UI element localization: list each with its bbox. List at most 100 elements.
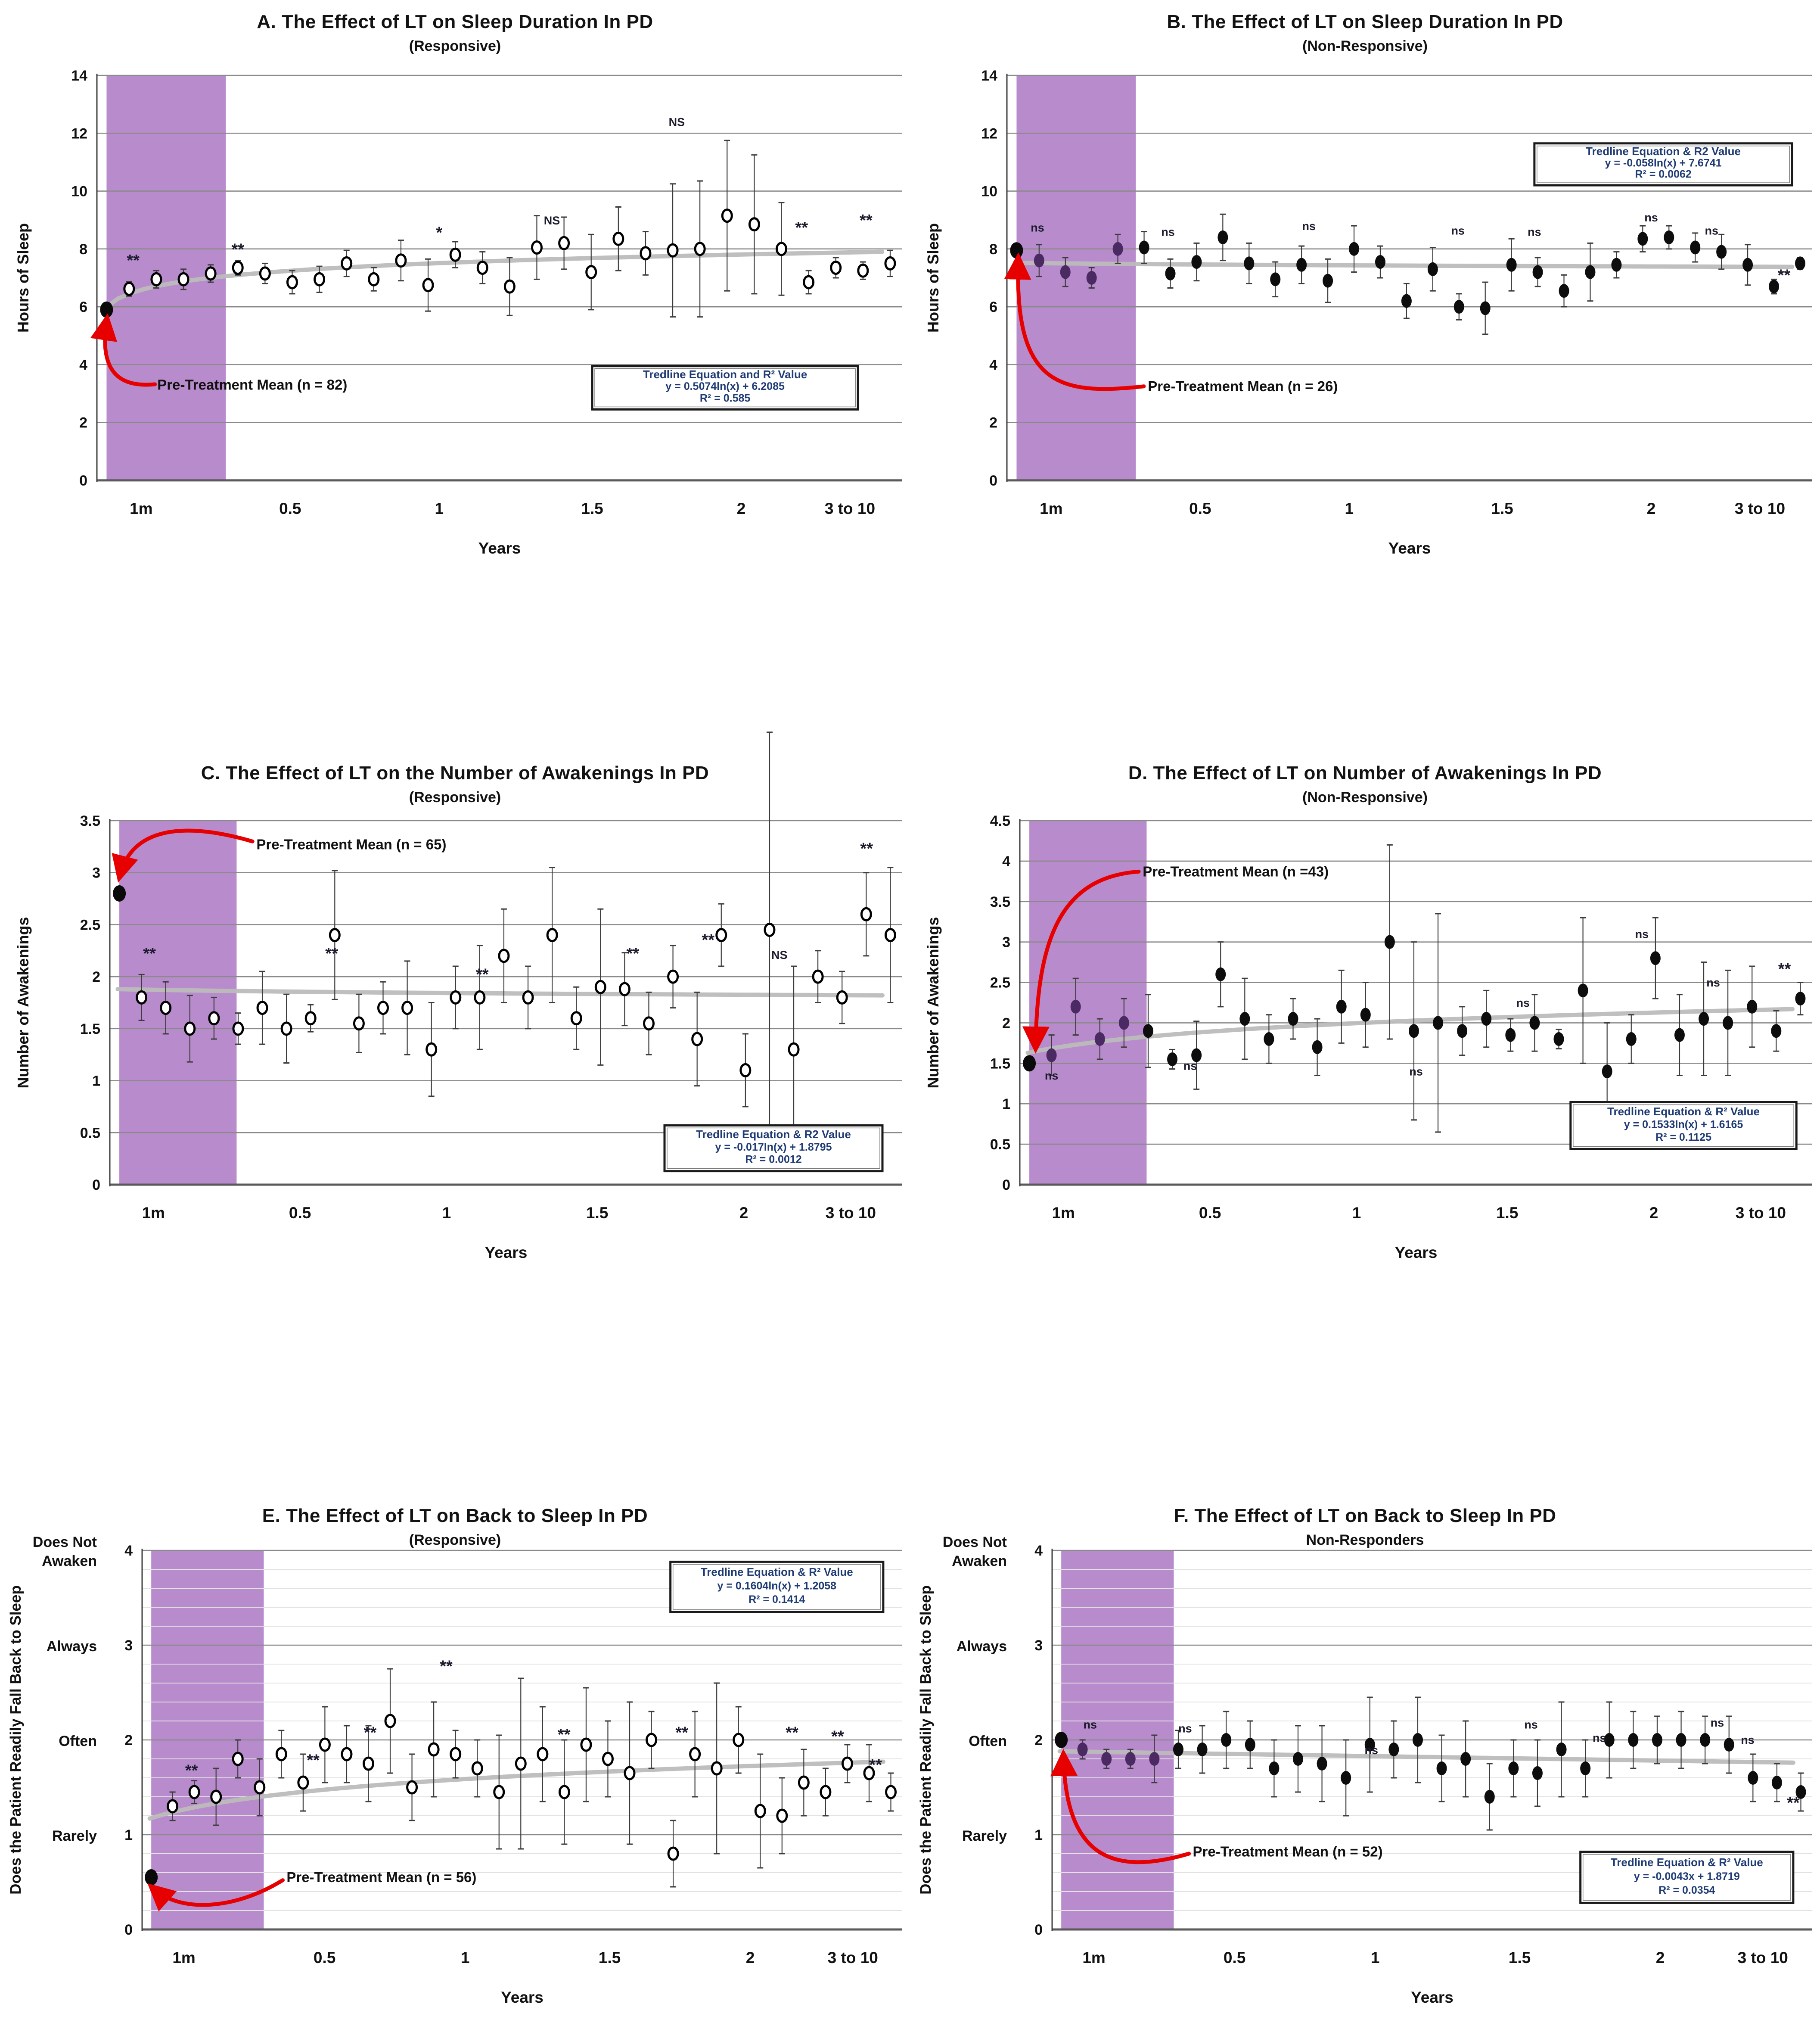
svg-text:ns: ns (1302, 220, 1316, 233)
svg-text:R² = 0.0354: R² = 0.0354 (1658, 1884, 1715, 1896)
svg-text:**: ** (786, 1724, 798, 1742)
svg-text:Rarely: Rarely (962, 1828, 1007, 1844)
svg-text:4: 4 (124, 1543, 133, 1559)
svg-text:2: 2 (1002, 1015, 1010, 1031)
svg-text:ns: ns (1183, 1059, 1197, 1072)
svg-text:**: ** (702, 931, 714, 949)
svg-text:2: 2 (746, 1949, 755, 1967)
svg-text:1.5: 1.5 (990, 1055, 1010, 1072)
svg-text:4: 4 (79, 357, 87, 373)
svg-text:ns: ns (1161, 226, 1175, 239)
panel-c-title: C. The Effect of LT on the Number of Awa… (201, 762, 709, 784)
svg-text:3 to 10: 3 to 10 (1735, 500, 1785, 517)
svg-text:ns: ns (1083, 1718, 1097, 1731)
svg-text:1.5: 1.5 (1496, 1204, 1518, 1222)
svg-text:3.5: 3.5 (990, 894, 1010, 910)
svg-text:R² = 0.585: R² = 0.585 (700, 392, 751, 404)
svg-text:2: 2 (739, 1204, 748, 1222)
svg-text:4: 4 (1034, 1543, 1043, 1559)
svg-text:0.5: 0.5 (279, 500, 301, 517)
svg-text:6: 6 (989, 299, 997, 315)
svg-text:6: 6 (79, 299, 87, 315)
svg-text:**: ** (831, 1727, 844, 1746)
svg-text:10: 10 (71, 184, 87, 200)
panel-a-title: A. The Effect of LT on Sleep Duration In… (257, 11, 653, 32)
svg-text:3.5: 3.5 (80, 813, 100, 829)
svg-text:0: 0 (1002, 1177, 1010, 1193)
svg-text:2: 2 (737, 500, 746, 517)
svg-text:3: 3 (92, 865, 100, 881)
svg-text:Pre-Treatment Mean (n = 82): Pre-Treatment Mean (n = 82) (157, 377, 347, 392)
svg-text:8: 8 (989, 241, 997, 258)
svg-text:Years: Years (1395, 1244, 1438, 1261)
svg-text:Always: Always (957, 1638, 1007, 1655)
svg-text:1.5: 1.5 (586, 1204, 608, 1222)
svg-text:4.5: 4.5 (990, 813, 1010, 829)
panel-d-subtitle: (Non-Responsive) (1302, 789, 1428, 806)
svg-text:1.5: 1.5 (1491, 500, 1513, 517)
svg-text:Tredline Equation & R² Value: Tredline Equation & R² Value (701, 1565, 853, 1578)
svg-text:**: ** (143, 945, 156, 963)
svg-text:Awaken: Awaken (42, 1553, 97, 1569)
svg-text:3 to 10: 3 to 10 (1736, 1204, 1786, 1222)
svg-text:2: 2 (1647, 500, 1656, 517)
svg-text:ns: ns (1593, 1731, 1606, 1744)
svg-text:0: 0 (1034, 1922, 1043, 1938)
svg-text:2: 2 (1034, 1732, 1043, 1749)
svg-text:**: ** (627, 945, 640, 963)
svg-text:R² = 0.1414: R² = 0.1414 (748, 1593, 805, 1606)
svg-text:NS: NS (669, 116, 685, 129)
panel-b: B. The Effect of LT on Sleep Duration In… (910, 0, 1820, 677)
panel-c-subtitle: (Responsive) (409, 789, 501, 806)
svg-text:1m: 1m (130, 500, 152, 517)
svg-text:Pre-Treatment Mean (n =43): Pre-Treatment Mean (n =43) (1143, 863, 1329, 879)
svg-text:Tredline Equation & R² Value: Tredline Equation & R² Value (1607, 1105, 1760, 1118)
svg-text:1.5: 1.5 (581, 500, 603, 517)
svg-text:Pre-Treatment Mean (n = 26): Pre-Treatment Mean (n = 26) (1148, 378, 1338, 394)
panel-f-subtitle: Non-Responders (1306, 1532, 1424, 1548)
svg-text:**: ** (127, 252, 140, 270)
svg-text:1: 1 (1345, 500, 1354, 517)
svg-text:0: 0 (124, 1922, 133, 1938)
svg-text:Tredline Equation & R2 Value: Tredline Equation & R2 Value (696, 1128, 851, 1141)
svg-text:1m: 1m (142, 1204, 165, 1222)
svg-text:ns: ns (1524, 1718, 1538, 1731)
svg-text:Often: Often (59, 1733, 97, 1749)
svg-text:8: 8 (79, 241, 87, 258)
svg-text:3: 3 (1034, 1637, 1043, 1654)
svg-text:0.5: 0.5 (1199, 1204, 1221, 1222)
svg-text:Number of Awakenings: Number of Awakenings (924, 917, 942, 1088)
panel-d-title: D. The Effect of LT on Number of Awakeni… (1128, 762, 1602, 784)
svg-text:0: 0 (92, 1177, 100, 1193)
svg-text:ns: ns (1409, 1065, 1423, 1078)
svg-text:**: ** (231, 240, 244, 258)
svg-text:3: 3 (124, 1637, 133, 1654)
svg-text:R² = 0.1125: R² = 0.1125 (1655, 1131, 1711, 1143)
svg-text:0.5: 0.5 (1189, 500, 1211, 517)
svg-text:Tredline Equation & R² Value: Tredline Equation & R² Value (1611, 1856, 1763, 1869)
svg-text:4: 4 (989, 357, 997, 373)
svg-text:10: 10 (981, 184, 997, 200)
svg-text:1: 1 (1352, 1204, 1361, 1222)
svg-text:14: 14 (71, 68, 87, 84)
panel-f-title: F. The Effect of LT on Back to Sleep In … (1174, 1505, 1556, 1526)
svg-text:1m: 1m (1052, 1204, 1075, 1222)
svg-text:1: 1 (1002, 1096, 1010, 1112)
svg-text:ns: ns (1528, 226, 1541, 239)
svg-text:NS: NS (771, 949, 788, 962)
svg-text:Years: Years (478, 539, 521, 557)
svg-text:**: ** (307, 1751, 320, 1769)
svg-text:1: 1 (1371, 1949, 1380, 1967)
panel-c: C. The Effect of LT on the Number of Awa… (0, 677, 910, 1354)
panel-f-chart: Pre-Treatment Mean (n = 52) ns ns ns ns ns ns n… (917, 1534, 1812, 2006)
svg-text:0.5: 0.5 (990, 1136, 1010, 1153)
svg-text:y = -0.0043x + 1.8719: y = -0.0043x + 1.8719 (1634, 1870, 1740, 1883)
svg-text:ns: ns (1711, 1716, 1724, 1729)
svg-text:ns: ns (1516, 996, 1530, 1009)
svg-text:y = 0.1533ln(x) + 1.6165: y = 0.1533ln(x) + 1.6165 (1624, 1118, 1743, 1130)
svg-text:0: 0 (989, 473, 997, 489)
svg-text:3 to 10: 3 to 10 (1738, 1949, 1788, 1967)
svg-text:1: 1 (442, 1204, 451, 1222)
svg-text:ns: ns (1644, 211, 1658, 224)
svg-text:Tredline Equation & R2 Value: Tredline Equation & R2 Value (1586, 145, 1741, 158)
